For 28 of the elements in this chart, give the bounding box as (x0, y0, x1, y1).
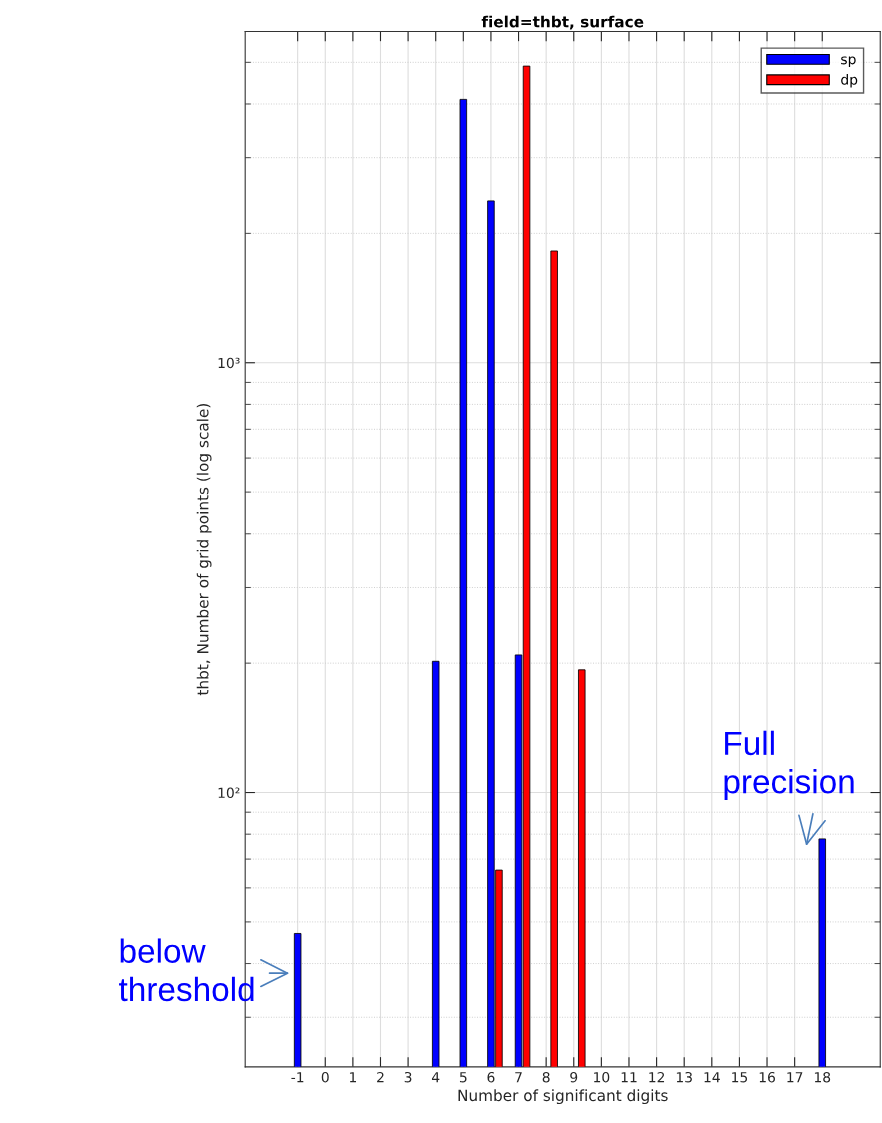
y-tick-label: 10² (218, 787, 240, 798)
x-tick-label: 8 (542, 1071, 550, 1083)
x-tick-label: 1 (349, 1072, 357, 1083)
x-tick-label: 18 (814, 1071, 831, 1083)
x-tick-label: 17 (787, 1072, 803, 1083)
x-tick-label: 7 (515, 1072, 522, 1083)
x-tick-label: 0 (321, 1071, 329, 1083)
x-axis-title: Number of significant digits (458, 1089, 668, 1105)
x-tick-label: 4 (431, 1072, 440, 1083)
x-tick-label: 3 (404, 1071, 412, 1083)
annotation: Full precision (724, 730, 854, 801)
x-tick-label: -1 (291, 1072, 304, 1083)
x-tick-label: 2 (377, 1071, 384, 1083)
x-tick-label: 6 (487, 1071, 495, 1083)
x-tick-label: 12 (649, 1071, 665, 1083)
x-tick-label: 15 (732, 1072, 748, 1083)
legend-label: dp (841, 74, 858, 88)
y-axis-title: thbt, Number of grid points (log scale) (196, 404, 212, 696)
x-tick-label: 5 (459, 1072, 467, 1083)
x-tick-label: 16 (759, 1071, 775, 1083)
legend-label: sp (841, 56, 856, 68)
y-tick-label: 10³ (218, 357, 240, 369)
x-tick-label: 14 (704, 1072, 720, 1083)
x-tick-label: 9 (570, 1071, 578, 1083)
x-tick-label: 10 (594, 1071, 610, 1083)
x-tick-label: 13 (676, 1071, 692, 1083)
chart-title: field=thbt, surface (481, 15, 644, 30)
x-tick-label: 11 (621, 1072, 637, 1083)
